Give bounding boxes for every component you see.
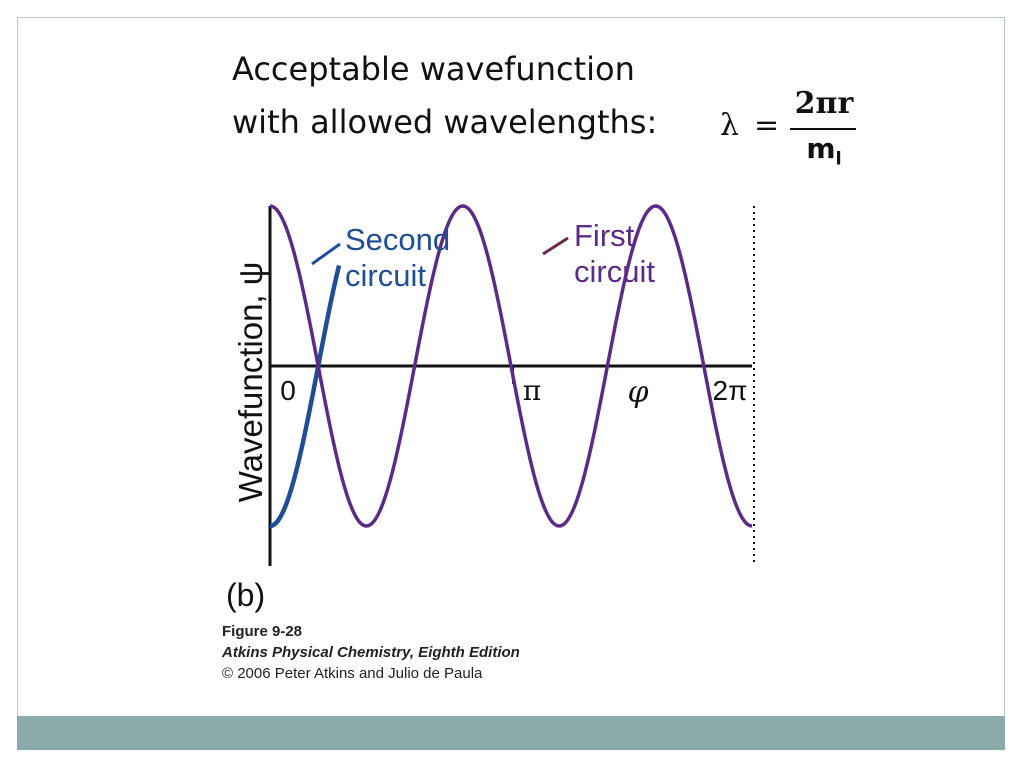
panel-label: (b) xyxy=(226,577,265,613)
formula-equals: = xyxy=(754,108,780,143)
formula-denominator-m: m xyxy=(806,132,836,165)
formula-lambda: λ xyxy=(720,108,740,143)
series-layer xyxy=(269,204,753,529)
first-circuit-leader xyxy=(542,236,569,256)
caption-book-title: Atkins Physical Chemistry, Eighth Editio… xyxy=(222,644,520,661)
x-tick-label-pi: π xyxy=(523,374,541,407)
y-axis-label: Wavefunction, ψ xyxy=(232,262,269,503)
x-tick-label-2pi: 2π xyxy=(713,375,748,406)
slide-frame xyxy=(17,17,1005,750)
slide-heading-line-1: Acceptable wavefunction xyxy=(232,50,635,88)
caption-copyright: © 2006 Peter Atkins and Julio de Paula xyxy=(222,665,483,682)
wavelength-formula: λ = 2πr ml xyxy=(716,86,861,178)
formula-denominator: ml xyxy=(792,132,856,170)
legend-second-circuit-line1: Second xyxy=(345,222,450,257)
second-circuit-leader xyxy=(311,242,341,266)
formula-numerator: 2πr xyxy=(794,86,854,121)
legend-first-circuit-line1: First xyxy=(574,218,635,253)
footer-band xyxy=(17,716,1005,750)
slide-heading-line-2: with allowed wavelengths: xyxy=(232,103,658,141)
x-tick-label-0: 0 xyxy=(280,375,296,406)
formula-fraction-bar xyxy=(790,128,856,130)
legend-first-circuit-line2: circuit xyxy=(574,254,655,289)
series-line-first-circuit xyxy=(269,204,753,528)
formula-denominator-subscript: l xyxy=(835,148,842,170)
x-axis-label-phi: φ xyxy=(627,375,648,410)
caption-figure-number: Figure 9-28 xyxy=(222,623,303,640)
legend-second-circuit-line2: circuit xyxy=(345,258,426,293)
series-line-second-circuit xyxy=(270,264,342,529)
